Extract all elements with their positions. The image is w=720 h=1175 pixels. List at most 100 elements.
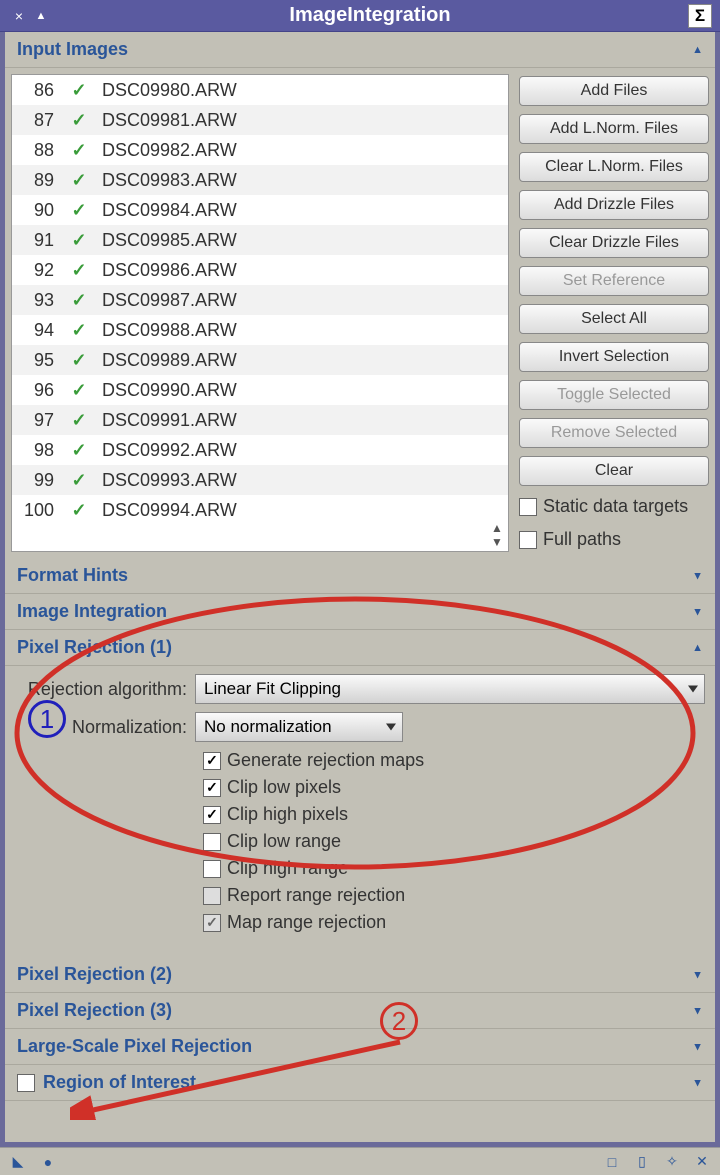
clip-low-pixels-checkbox[interactable] <box>203 779 221 797</box>
table-row[interactable]: 86✓DSC09980.ARW <box>12 75 508 105</box>
clear-drizzle-button[interactable]: Clear Drizzle Files <box>519 228 709 258</box>
file-index: 99 <box>12 470 62 491</box>
clip-low-range-label: Clip low range <box>227 831 341 852</box>
check-icon: ✓ <box>62 410 96 431</box>
section-large-scale-rejection[interactable]: Large-Scale Pixel Rejection ▲ <box>5 1029 715 1065</box>
scroll-down-icon[interactable]: ▼ <box>488 535 506 549</box>
section-title: Pixel Rejection (1) <box>17 637 172 658</box>
section-image-integration[interactable]: Image Integration ▲ <box>5 594 715 630</box>
clip-high-pixels-row[interactable]: Clip high pixels <box>203 804 705 825</box>
roi-checkbox[interactable] <box>17 1074 35 1092</box>
normalization-select[interactable]: No normalization <box>195 712 403 742</box>
file-list[interactable]: 86✓DSC09980.ARW87✓DSC09981.ARW88✓DSC0998… <box>11 74 509 552</box>
gen-rejection-maps-row[interactable]: Generate rejection maps <box>203 750 705 771</box>
scroll-up-icon[interactable]: ▲ <box>488 521 506 535</box>
clip-high-pixels-label: Clip high pixels <box>227 804 348 825</box>
clip-high-range-checkbox[interactable] <box>203 860 221 878</box>
check-icon: ✓ <box>62 290 96 311</box>
section-input-images[interactable]: Input Images ▲ <box>5 32 715 68</box>
report-range-rej-label: Report range rejection <box>227 885 405 906</box>
clip-high-range-label: Clip high range <box>227 858 348 879</box>
select-all-button[interactable]: Select All <box>519 304 709 334</box>
clear-lnorm-button[interactable]: Clear L.Norm. Files <box>519 152 709 182</box>
reset-icon[interactable]: ✕ <box>694 1154 710 1170</box>
invert-selection-button[interactable]: Invert Selection <box>519 342 709 372</box>
map-range-rej-row[interactable]: Map range rejection <box>203 912 705 933</box>
table-row[interactable]: 89✓DSC09983.ARW <box>12 165 508 195</box>
rejection-algo-select[interactable]: Linear Fit Clipping <box>195 674 705 704</box>
section-pixel-rejection-3[interactable]: Pixel Rejection (3) ▲ <box>5 993 715 1029</box>
section-title: Large-Scale Pixel Rejection <box>17 1036 252 1057</box>
add-drizzle-button[interactable]: Add Drizzle Files <box>519 190 709 220</box>
table-row[interactable]: 91✓DSC09985.ARW <box>12 225 508 255</box>
table-row[interactable]: 99✓DSC09993.ARW <box>12 465 508 495</box>
clear-button[interactable]: Clear <box>519 456 709 486</box>
clip-low-pixels-row[interactable]: Clip low pixels <box>203 777 705 798</box>
table-row[interactable]: 95✓DSC09989.ARW <box>12 345 508 375</box>
docs-icon[interactable]: ▯ <box>634 1154 650 1170</box>
shade-icon[interactable]: ▲ <box>30 5 52 27</box>
window-title: ImageIntegration <box>52 4 688 27</box>
wrench-icon[interactable]: ✧ <box>664 1154 680 1170</box>
map-range-rej-checkbox[interactable] <box>203 914 221 932</box>
table-row[interactable]: 88✓DSC09982.ARW <box>12 135 508 165</box>
toggle-selected-button[interactable]: Toggle Selected <box>519 380 709 410</box>
add-lnorm-button[interactable]: Add L.Norm. Files <box>519 114 709 144</box>
file-name: DSC09984.ARW <box>96 200 508 221</box>
input-images-body: 86✓DSC09980.ARW87✓DSC09981.ARW88✓DSC0998… <box>5 68 715 558</box>
chevron-down-icon <box>688 686 698 693</box>
section-format-hints[interactable]: Format Hints ▲ <box>5 558 715 594</box>
table-row[interactable]: 100✓DSC09994.ARW <box>12 495 508 525</box>
table-row[interactable]: 96✓DSC09990.ARW <box>12 375 508 405</box>
remove-selected-button[interactable]: Remove Selected <box>519 418 709 448</box>
file-name: DSC09989.ARW <box>96 350 508 371</box>
section-pixel-rejection-1[interactable]: Pixel Rejection (1) ▲ <box>5 630 715 666</box>
section-title: Pixel Rejection (3) <box>17 1000 172 1021</box>
table-row[interactable]: 93✓DSC09987.ARW <box>12 285 508 315</box>
collapse-icon: ▲ <box>692 44 703 56</box>
file-index: 94 <box>12 320 62 341</box>
report-range-rej-row[interactable]: Report range rejection <box>203 885 705 906</box>
report-range-rej-checkbox[interactable] <box>203 887 221 905</box>
clip-high-range-row[interactable]: Clip high range <box>203 858 705 879</box>
file-name: DSC09987.ARW <box>96 290 508 311</box>
table-row[interactable]: 98✓DSC09992.ARW <box>12 435 508 465</box>
section-title: Input Images <box>17 39 128 60</box>
section-region-of-interest[interactable]: Region of Interest ▲ <box>5 1065 715 1101</box>
table-row[interactable]: 87✓DSC09981.ARW <box>12 105 508 135</box>
set-reference-button[interactable]: Set Reference <box>519 266 709 296</box>
table-row[interactable]: 92✓DSC09986.ARW <box>12 255 508 285</box>
file-name: DSC09988.ARW <box>96 320 508 341</box>
file-index: 100 <box>12 500 62 521</box>
rejection-algo-label: Rejection algorithm: <box>15 679 195 700</box>
file-name: DSC09982.ARW <box>96 140 508 161</box>
add-files-button[interactable]: Add Files <box>519 76 709 106</box>
clip-low-range-checkbox[interactable] <box>203 833 221 851</box>
square-icon[interactable]: □ <box>604 1154 620 1170</box>
clip-low-range-row[interactable]: Clip low range <box>203 831 705 852</box>
check-icon: ✓ <box>62 80 96 101</box>
table-row[interactable]: 90✓DSC09984.ARW <box>12 195 508 225</box>
gen-rejection-maps-checkbox[interactable] <box>203 752 221 770</box>
file-name: DSC09983.ARW <box>96 170 508 191</box>
check-icon: ✓ <box>62 470 96 491</box>
full-paths-row[interactable]: Full paths <box>519 529 709 550</box>
table-row[interactable]: 94✓DSC09988.ARW <box>12 315 508 345</box>
file-index: 86 <box>12 80 62 101</box>
close-icon[interactable]: × <box>8 5 30 27</box>
clip-high-pixels-checkbox[interactable] <box>203 806 221 824</box>
expand-icon: ▲ <box>692 969 703 981</box>
check-icon: ✓ <box>62 320 96 341</box>
section-pixel-rejection-2[interactable]: Pixel Rejection (2) ▲ <box>5 957 715 993</box>
table-row[interactable]: 97✓DSC09991.ARW <box>12 405 508 435</box>
check-icon: ✓ <box>62 230 96 251</box>
static-targets-row[interactable]: Static data targets <box>519 496 709 517</box>
static-targets-checkbox[interactable] <box>519 498 537 516</box>
full-paths-checkbox[interactable] <box>519 531 537 549</box>
file-name: DSC09980.ARW <box>96 80 508 101</box>
sigma-icon[interactable]: Σ <box>688 4 712 28</box>
triangle-icon[interactable]: ◣ <box>10 1154 26 1170</box>
check-icon: ✓ <box>62 110 96 131</box>
file-name: DSC09993.ARW <box>96 470 508 491</box>
circle-icon[interactable]: ● <box>40 1154 56 1170</box>
